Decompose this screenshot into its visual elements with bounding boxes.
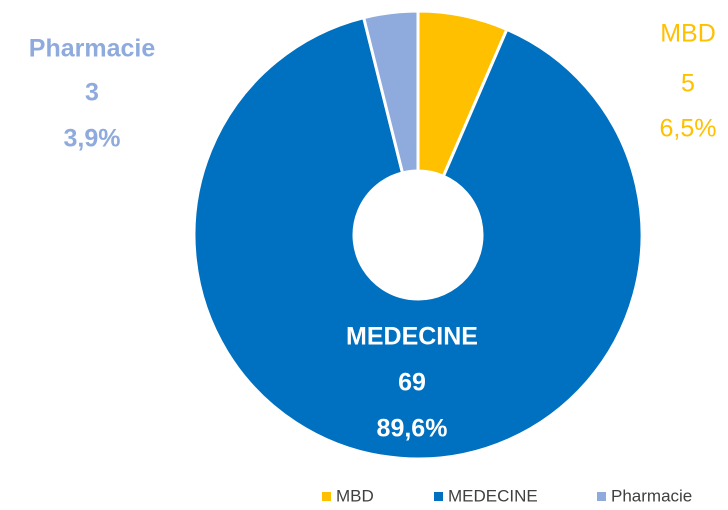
legend-swatch bbox=[434, 492, 443, 501]
slice-label-value: 3 bbox=[85, 79, 99, 107]
slice-label-value: 5 bbox=[681, 70, 695, 98]
slice-label-percent: 3,9% bbox=[64, 125, 121, 153]
donut-slice bbox=[361, 9, 420, 175]
slice-label-name: MBD bbox=[660, 20, 716, 48]
legend-swatch bbox=[322, 492, 331, 501]
slice-label-name: Pharmacie bbox=[29, 35, 156, 63]
legend-swatch bbox=[597, 492, 606, 501]
legend-label: MBD bbox=[336, 486, 374, 505]
donut-slice bbox=[192, 15, 644, 461]
slice-label-percent: 6,5% bbox=[660, 115, 717, 143]
legend-label: Pharmacie bbox=[611, 486, 692, 505]
slice-label-name: MEDECINE bbox=[346, 323, 478, 351]
legend-label: MEDECINE bbox=[448, 486, 538, 505]
slice-label-percent: 89,6% bbox=[377, 415, 448, 443]
slice-label-value: 69 bbox=[398, 369, 426, 397]
